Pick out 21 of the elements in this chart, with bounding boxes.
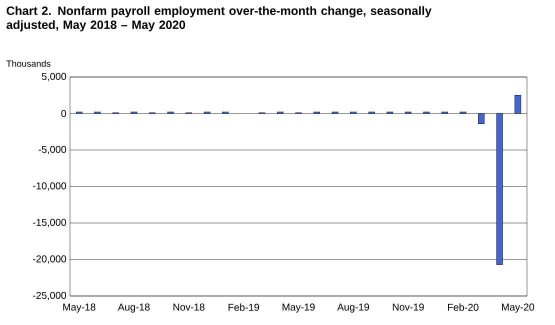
- y-tick-label: -10,000: [32, 182, 66, 191]
- x-tick-label: Aug-18: [118, 304, 150, 313]
- y-tick-label: -5,000: [38, 146, 66, 154]
- bar: [496, 113, 503, 265]
- y-axis-title: Thousands: [6, 60, 50, 67]
- y-tick-label: 0: [61, 110, 66, 118]
- y-tick-label: -20,000: [32, 255, 66, 264]
- x-tick-label: May-18: [63, 304, 96, 313]
- x-tick-label: May-20: [502, 304, 534, 313]
- y-tick-label: -15,000: [32, 218, 66, 228]
- x-tick-label: Nov-18: [174, 304, 204, 311]
- y-tick-label: 5,000: [42, 72, 66, 82]
- chart-title: Chart 2. Nonfarm payroll employment over-the-month change, seasonally adjusted, May 2018 – May 2020: [6, 6, 432, 32]
- x-tick-label: Nov-19: [392, 304, 424, 311]
- x-tick-label: Aug-19: [337, 304, 369, 313]
- bar: [478, 113, 485, 124]
- bar: [514, 95, 522, 114]
- y-tick-label: -25,000: [32, 292, 66, 300]
- x-tick-label: Feb-20: [448, 304, 478, 311]
- x-tick-label: Feb-19: [228, 304, 260, 311]
- x-tick-label: May-19: [282, 304, 315, 313]
